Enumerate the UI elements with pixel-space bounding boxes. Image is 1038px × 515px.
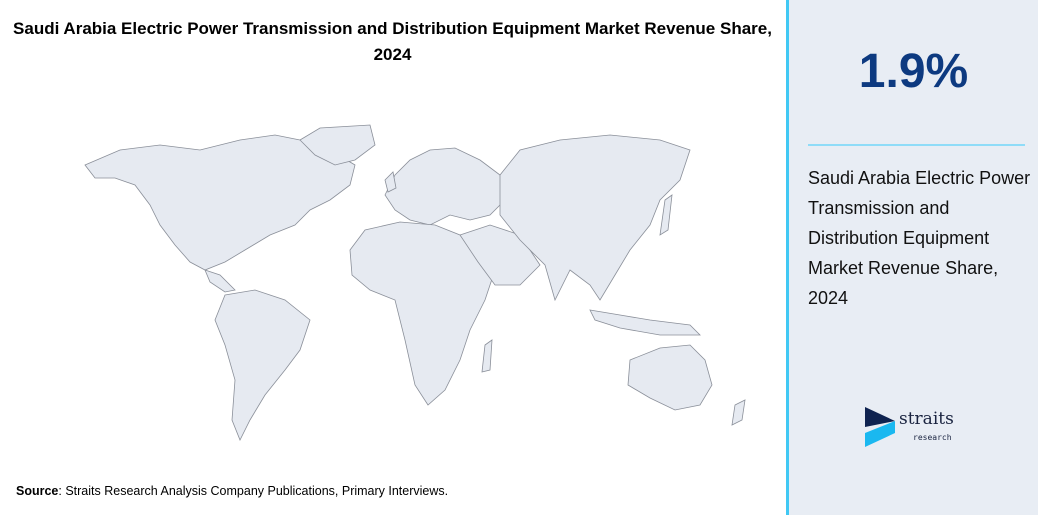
madagascar (481, 339, 493, 373)
greenland (299, 124, 376, 166)
africa (349, 221, 496, 406)
logo-mark-icon (865, 407, 895, 447)
japan (659, 194, 673, 236)
stat-panel: 1.9% Saudi Arabia Electric Power Transmi… (786, 0, 1038, 515)
new-zealand (731, 399, 746, 426)
market-description: Saudi Arabia Electric Power Transmission… (808, 168, 1031, 308)
chart-title: Saudi Arabia Electric Power Transmission… (13, 19, 772, 64)
south-america (214, 289, 311, 441)
central-america (204, 269, 236, 293)
source-note: Source: Straits Research Analysis Compan… (16, 484, 448, 498)
market-share-value: 1.9% (858, 45, 969, 98)
europe (384, 147, 506, 226)
world-map (84, 124, 746, 441)
divider (808, 144, 1025, 146)
source-text: : Straits Research Analysis Company Publ… (58, 484, 449, 498)
straits-research-logo: straits research (865, 407, 975, 449)
australia (627, 344, 713, 411)
indonesia (589, 309, 701, 336)
north-america (84, 134, 356, 271)
source-label: Source (16, 484, 59, 498)
logo-subtext: research (913, 433, 952, 442)
logo-text: straits (899, 409, 954, 429)
asia (499, 134, 691, 302)
uk (384, 171, 397, 193)
